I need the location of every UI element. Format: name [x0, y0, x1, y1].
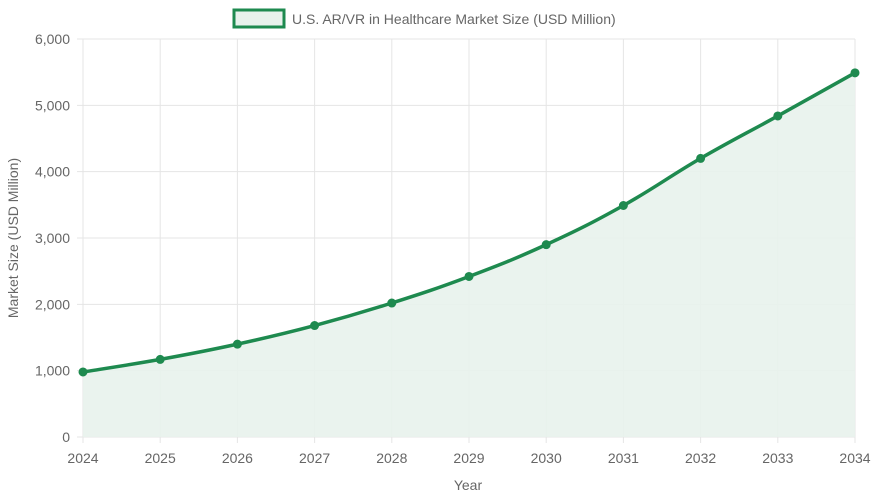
y-tick-label: 1,000: [35, 363, 70, 379]
data-points: [78, 68, 860, 377]
data-point-2028: [387, 298, 397, 308]
y-tick-label: 0: [62, 429, 70, 445]
x-tick-label: 2029: [453, 450, 484, 466]
data-point-2029: [464, 271, 474, 281]
data-point-2030: [541, 240, 551, 250]
x-tick-label: 2032: [685, 450, 716, 466]
data-point-2032: [696, 153, 706, 163]
x-tick-label: 2034: [839, 450, 870, 466]
legend[interactable]: U.S. AR/VR in Healthcare Market Size (US…: [232, 8, 616, 29]
y-axis-ticks: 0 1,000 2,000 3,000 4,000 5,000 6,000: [35, 31, 70, 445]
y-tick-label: 6,000: [35, 31, 70, 47]
x-axis-title: Year: [454, 477, 483, 493]
series-line: [82, 71, 856, 374]
data-point-2033: [773, 111, 783, 121]
x-tick-label: 2028: [376, 450, 407, 466]
x-tick-label: 2027: [299, 450, 330, 466]
data-point-2027: [310, 321, 320, 331]
y-axis-title: Market Size (USD Million): [5, 158, 21, 318]
y-tick-label: 3,000: [35, 230, 70, 246]
x-tick-label: 2033: [762, 450, 793, 466]
x-tick-label: 2024: [67, 450, 98, 466]
x-tick-label: 2031: [608, 450, 639, 466]
y-tick-label: 5,000: [35, 97, 70, 113]
data-point-2026: [232, 339, 242, 349]
legend-label: U.S. AR/VR in Healthcare Market Size (US…: [292, 11, 616, 27]
x-tick-label: 2026: [222, 450, 253, 466]
x-tick-label: 2030: [531, 450, 562, 466]
y-tick-label: 2,000: [35, 296, 70, 312]
data-point-2025: [155, 354, 165, 364]
data-point-2031: [618, 200, 628, 210]
legend-swatch: [232, 8, 286, 29]
data-point-2024: [78, 367, 88, 377]
y-tick-label: 4,000: [35, 164, 70, 180]
data-point-2034: [850, 68, 860, 78]
x-axis-ticks: 2024 2025 2026 2027 2028 2029 2030 2031 2032 2033…: [67, 450, 870, 466]
x-tick-label: 2025: [145, 450, 176, 466]
area-fill: [83, 72, 855, 437]
